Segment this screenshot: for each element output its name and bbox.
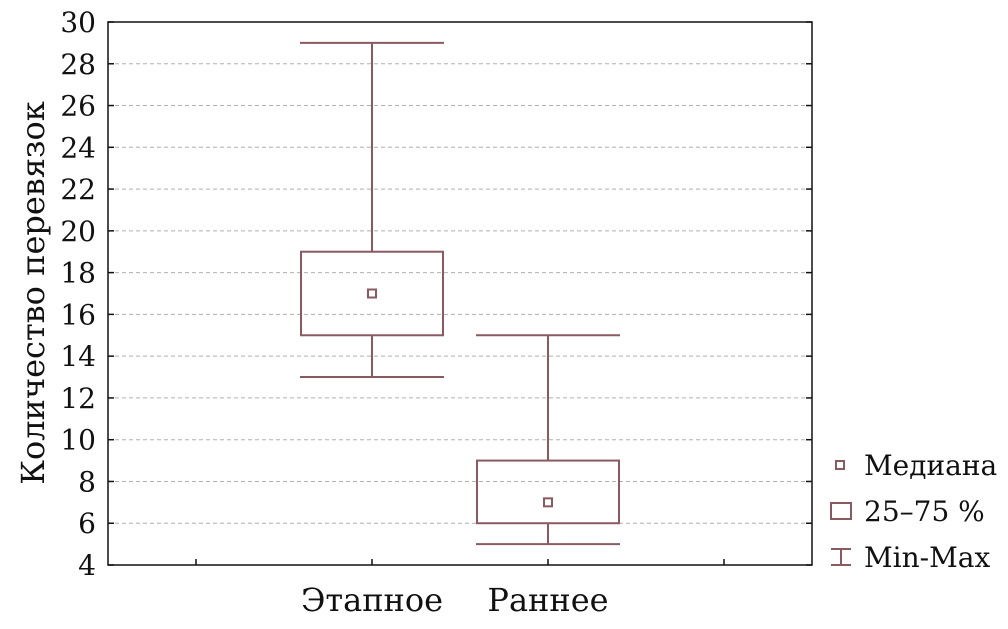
- legend-label: Медиана: [864, 449, 997, 482]
- y-tick-label: 14: [60, 340, 96, 373]
- y-tick-label: 24: [60, 131, 96, 164]
- y-tick-label: 4: [78, 549, 96, 582]
- y-tick-label: 6: [78, 507, 96, 540]
- x-axis: Этапное Раннее: [195, 559, 725, 619]
- y-tick-label: 26: [60, 90, 96, 123]
- y-axis-label: Количество перевязок: [14, 101, 52, 484]
- legend-label: 25–75 %: [864, 495, 985, 528]
- plot-frame: [107, 21, 813, 566]
- y-tick-label: 18: [60, 257, 96, 290]
- y-tick-label: 12: [60, 382, 96, 415]
- y-tick-label: 28: [60, 48, 96, 81]
- grid-lines: [108, 63, 812, 524]
- legend-box-icon: [830, 502, 852, 520]
- median-marker: [367, 288, 377, 299]
- boxes: [300, 41, 620, 546]
- iqr-box: [300, 250, 444, 337]
- x-tick-label: Раннее: [487, 581, 608, 619]
- y-axis: 4 6 8 10 12 14 16 18 20 22 24 26 28 30: [60, 6, 812, 582]
- median-marker: [543, 497, 553, 508]
- y-tick-label: 20: [60, 215, 96, 248]
- legend: Медиана 25–75 % Min-Max: [830, 449, 997, 574]
- y-tick-label: 16: [60, 298, 96, 331]
- y-tick-label: 10: [60, 424, 96, 457]
- y-tick-label: 8: [78, 465, 96, 498]
- iqr-box: [476, 459, 620, 525]
- legend-label: Min-Max: [864, 541, 990, 574]
- y-tick-label: 30: [60, 6, 96, 39]
- legend-median-icon: [835, 460, 845, 470]
- x-tick-label: Этапное: [301, 581, 443, 619]
- y-tick-label: 22: [60, 173, 96, 206]
